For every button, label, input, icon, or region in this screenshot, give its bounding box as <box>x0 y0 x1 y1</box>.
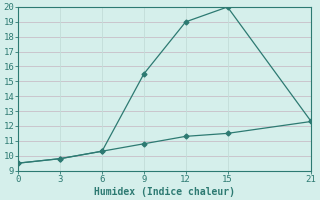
X-axis label: Humidex (Indice chaleur): Humidex (Indice chaleur) <box>94 186 235 197</box>
